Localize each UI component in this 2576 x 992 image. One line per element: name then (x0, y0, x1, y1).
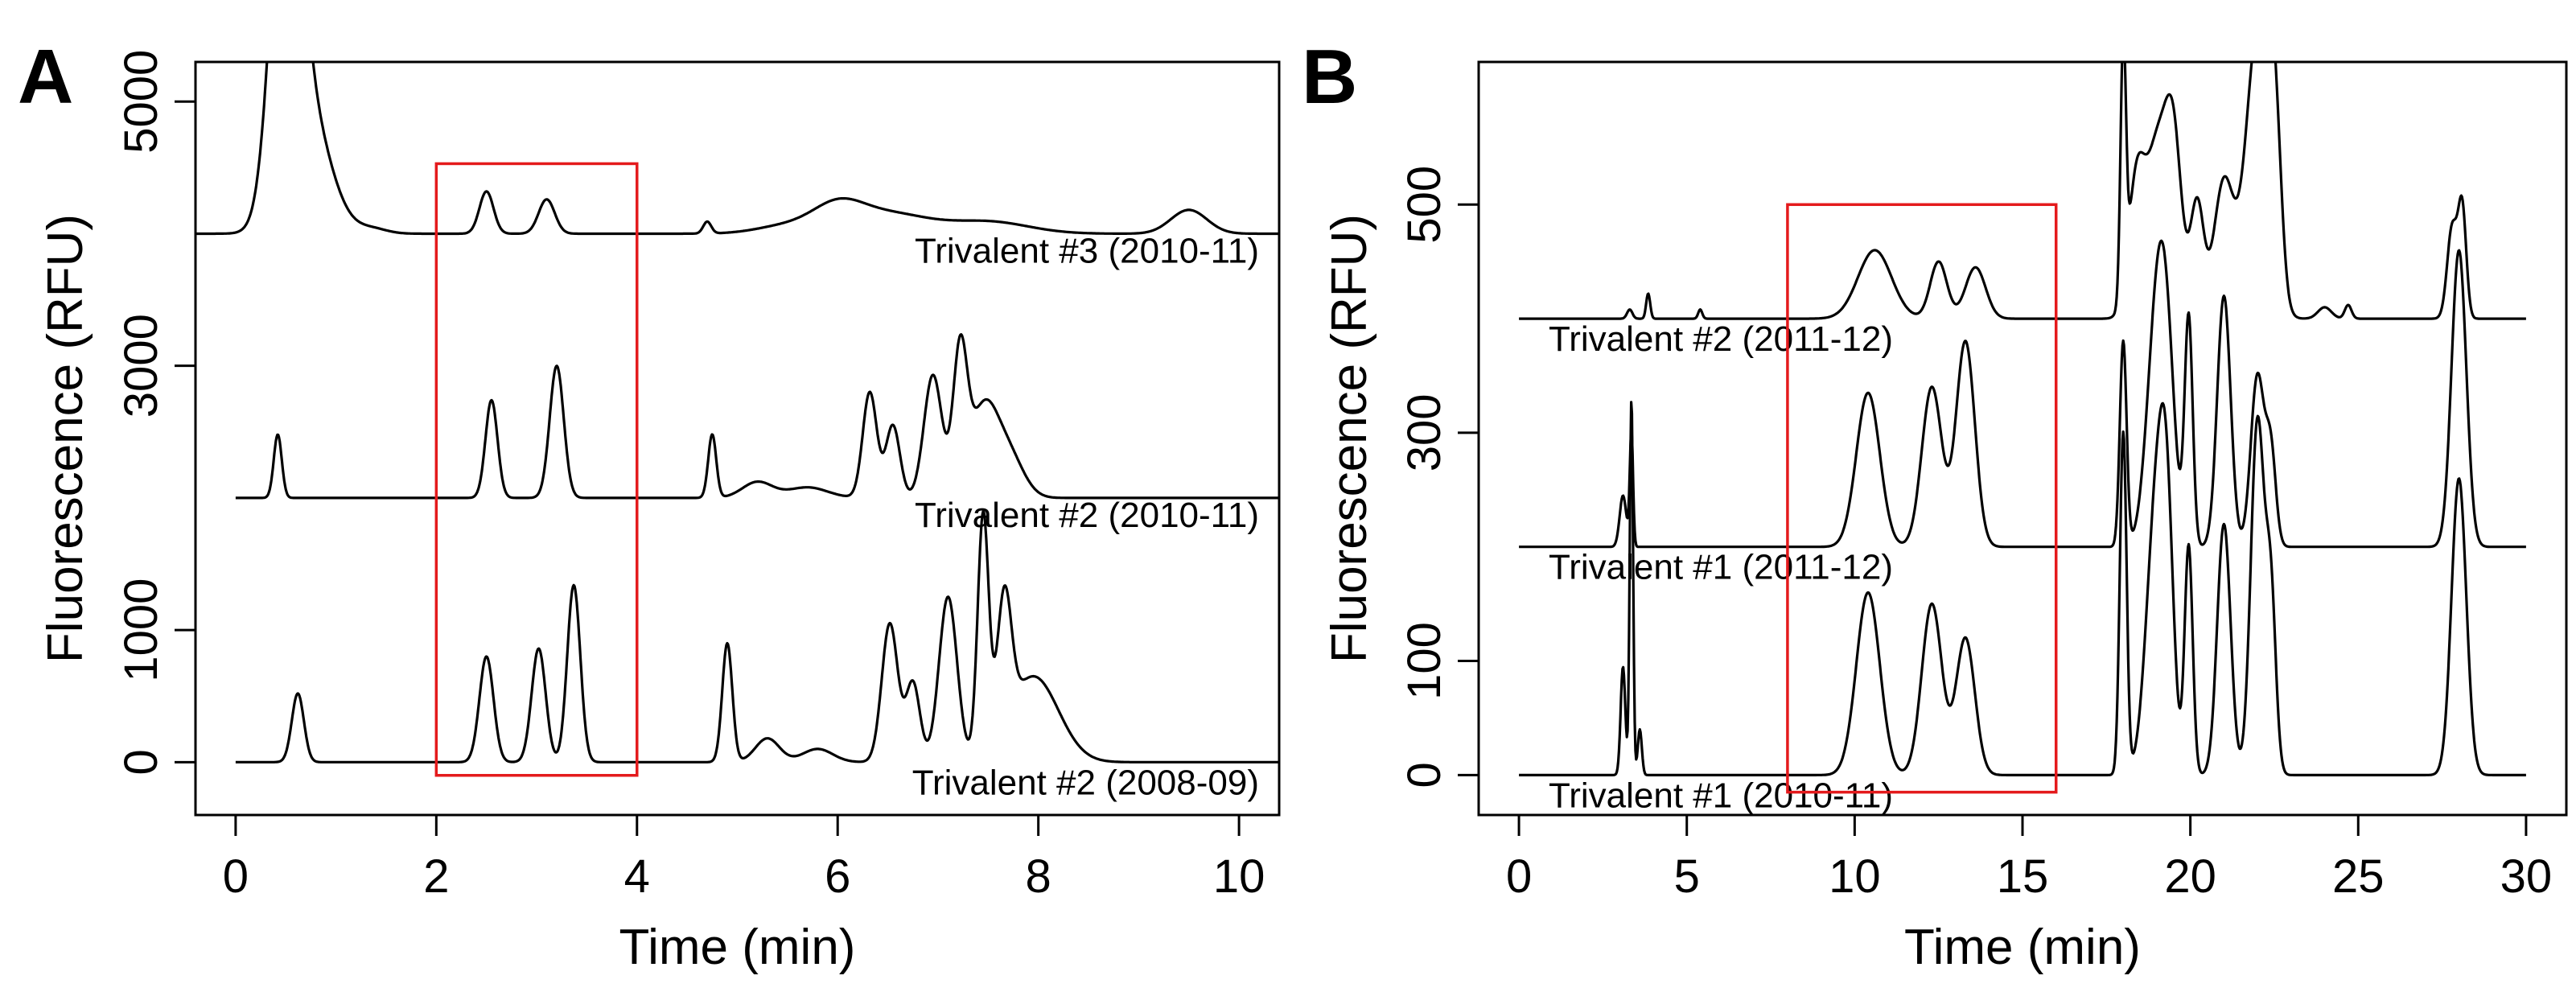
x-tick-label: 0 (1506, 850, 1532, 903)
highlight-box (434, 162, 639, 777)
x-tick-label: 8 (1026, 850, 1051, 903)
x-tick-label: 2 (423, 850, 449, 903)
x-tick-label: 20 (2164, 850, 2216, 903)
y-tick-label: 0 (115, 749, 167, 775)
series-line (235, 509, 1279, 764)
x-tick-label: 0 (223, 850, 249, 903)
series-label: Trivalent #2 (2011-12) (1549, 319, 1893, 359)
highlight-box (1786, 203, 2058, 794)
series-line (195, 62, 1279, 236)
y-tick-label: 300 (1398, 394, 1451, 472)
y-axis-title: Fluorescence (RFU) (1322, 214, 1377, 663)
series-line (1518, 62, 2527, 320)
plot-frame (1477, 60, 2568, 817)
y-tick-label: 1000 (115, 578, 167, 682)
x-tick-label: 4 (624, 850, 650, 903)
series-line (1518, 239, 2527, 549)
panel-label-b: B (1302, 34, 1357, 120)
y-tick-label: 5000 (115, 50, 167, 154)
x-tick-label: 10 (1829, 850, 1881, 903)
series-line (1518, 401, 2527, 776)
series-label: Trivalent #1 (2010-11) (1549, 776, 1893, 815)
x-axis-title: Time (min) (619, 920, 856, 975)
panel-label-a: A (18, 34, 73, 120)
series-label: Trivalent #2 (2008-09) (912, 763, 1259, 802)
series-label: Trivalent #3 (2010-11) (915, 231, 1259, 270)
y-tick-label: 100 (1398, 622, 1451, 700)
x-tick-label: 25 (2332, 850, 2385, 903)
y-tick-label: 0 (1398, 762, 1451, 788)
series-label: Trivalent #2 (2010-11) (915, 496, 1259, 535)
series-line (235, 333, 1279, 500)
y-tick-label: 3000 (115, 314, 167, 418)
y-axis-title: Fluorescence (RFU) (38, 214, 93, 663)
x-tick-label: 10 (1213, 850, 1265, 903)
y-tick-label: 500 (1398, 166, 1451, 244)
chart-panel-a: 0 2 4 6 8 10 0 1000 3000 5000 Time (min) Fluorescen… (38, 50, 1281, 975)
plot-frame (194, 60, 1281, 817)
x-tick-label: 6 (825, 850, 850, 903)
x-tick-label: 5 (1674, 850, 1700, 903)
series-label: Trivalent #1 (2011-12) (1549, 548, 1893, 587)
x-tick-label: 15 (1997, 850, 2049, 903)
x-tick-label: 30 (2500, 850, 2553, 903)
x-axis-title: Time (min) (1904, 920, 2141, 975)
